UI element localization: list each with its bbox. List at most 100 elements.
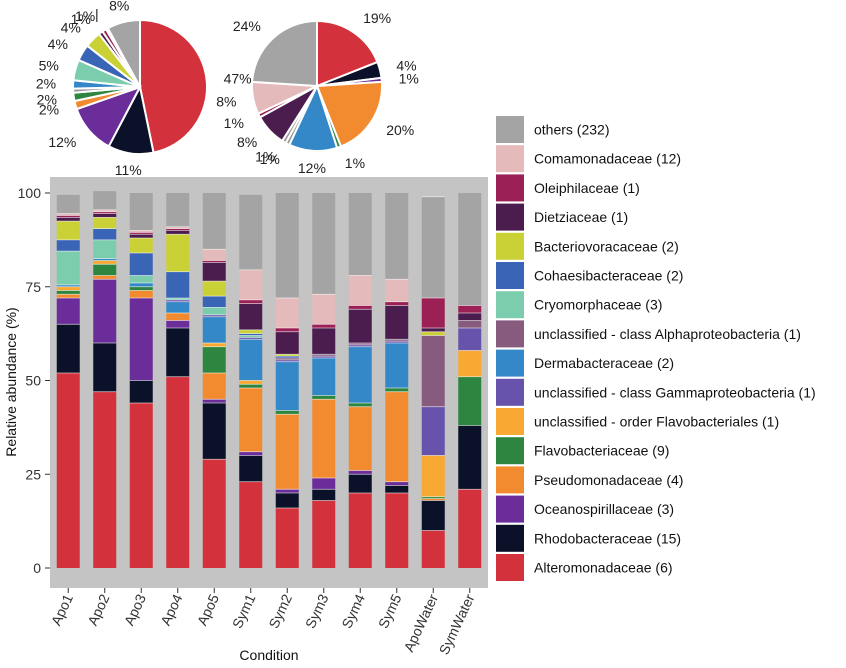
legend-label: Oleiphilaceae (1)	[534, 180, 640, 196]
bar-segment-sym1-gammaproteobacteria	[239, 337, 263, 340]
bar-segment-sym3-gammaproteobacteria	[312, 356, 336, 359]
bar-segment-apowater-oleiphilaceae	[421, 298, 445, 328]
bar-column-sym5	[385, 193, 409, 568]
legend-swatch	[496, 437, 524, 465]
bar-segment-apo2-cohaesibacteraceae	[93, 228, 117, 240]
bar-segment-apo5-dietziaceae	[202, 262, 226, 282]
bar-segment-sym2-comamonadaceae	[275, 298, 299, 328]
pie-label-others: 24%	[233, 18, 261, 34]
bar-segment-sym1-oceanospirillaceae	[239, 451, 263, 456]
legend-swatch	[496, 378, 524, 406]
pie-label-comamonadaceae: 8%	[216, 93, 236, 109]
bar-segment-sym2-dermabacteraceae	[275, 361, 299, 411]
bar-segment-sym1-pseudomonadaceae	[239, 388, 263, 452]
bar-segment-sym5-others	[385, 193, 409, 280]
bar-column-apo2	[93, 191, 117, 568]
bar-segment-sym4-pseudomonadaceae	[348, 406, 372, 471]
bar-segment-symwater-alteromonadaceae	[458, 489, 482, 568]
bar-segment-apowater-flavobacteriales	[421, 455, 445, 497]
bar-segment-sym2-alteromonadaceae	[275, 508, 299, 568]
x-tick-label-sym4: Sym4	[338, 591, 368, 630]
bar-segment-symwater-dietziaceae	[458, 313, 482, 321]
bar-segment-apowater-others	[421, 196, 445, 298]
bar-segment-apo3-others	[129, 193, 153, 231]
bar-column-sym4	[348, 193, 372, 568]
bar-segment-apo2-pseudomonadaceae	[93, 275, 117, 280]
legend-label: Bacteriovoracaceae (2)	[534, 238, 679, 254]
pie-label-unclassified-class-gammaproteobacteria: 1%	[260, 151, 280, 167]
bar-segment-sym3-dietziaceae	[312, 328, 336, 355]
bar-segment-sym3-flavobacteriaceae	[312, 395, 336, 400]
bar-segment-apo2-comamonadaceae	[93, 209, 117, 212]
bar-segment-apo1-bacteriovoracaceae	[56, 221, 80, 240]
legend-swatch	[496, 203, 524, 231]
legend-item-comamonadaceae: Comamonadaceae (12)	[496, 145, 681, 173]
bar-segment-apo4-dermabacteraceae	[166, 301, 190, 313]
y-tick-label-25: 25	[25, 466, 41, 482]
legend-label: Comamonadaceae (12)	[534, 151, 681, 167]
legend-item-rhodobacteraceae: Rhodobacteraceae (15)	[496, 524, 681, 552]
pie-label-rhodobacteraceae: 11%	[115, 162, 142, 178]
bar-segment-sym4-dermabacteraceae	[348, 346, 372, 403]
bar-segment-sym1-oleiphilaceae	[239, 299, 263, 304]
bar-segment-apo1-flavobacteriaceae	[56, 290, 80, 295]
pie-right: 19%4%1%20%1%12%1%1%8%1%8%24%	[216, 10, 419, 176]
bar-segment-sym3-oceanospirillaceae	[312, 478, 336, 490]
legend-item-flavobacteriales: unclassified - order Flavobacteriales (1…	[496, 408, 779, 435]
pie-label-cryomorphaceae: 5%	[39, 58, 59, 74]
legend-item-oleiphilaceae: Oleiphilaceae (1)	[496, 174, 640, 202]
bar-column-symwater	[458, 193, 482, 568]
bar-segment-apo4-comamonadaceae	[166, 226, 190, 229]
y-tick-label-75: 75	[25, 279, 41, 295]
legend-label: Alteromonadaceae (6)	[534, 560, 673, 576]
bar-segment-sym4-oceanospirillaceae	[348, 470, 372, 475]
bar-segment-symwater-alphaproteobacteria	[458, 320, 482, 328]
bar-segment-sym2-bacteriovoracaceae	[275, 354, 299, 357]
bar-segment-sym5-oceanospirillaceae	[385, 481, 409, 486]
bar-segment-apo1-oleiphilaceae	[56, 215, 80, 218]
bar-segment-sym2-oceanospirillaceae	[275, 489, 299, 493]
bar-segment-apo1-alteromonadaceae	[56, 373, 80, 568]
bar-segment-apo5-bacteriovoracaceae	[202, 281, 226, 297]
bar-segment-sym4-alphaproteobacteria	[348, 343, 372, 345]
y-axis-title: Relative abundance (%)	[3, 307, 19, 456]
pie-label-oleiphilaceae: 1%	[75, 8, 95, 24]
bar-segment-sym3-rhodobacteraceae	[312, 489, 336, 501]
bar-segment-apowater-gammaproteobacteria	[421, 406, 445, 456]
legend-swatch	[496, 349, 524, 377]
bar-segment-sym2-pseudomonadaceae	[275, 414, 299, 490]
legend: others (232) Comamonadaceae (12) Oleiphila…	[496, 116, 816, 581]
bar-segment-apowater-rhodobacteraceae	[421, 500, 445, 531]
legend-label: Flavobacteriaceae (9)	[534, 443, 669, 459]
legend-item-dietziaceae: Dietziaceae (1)	[496, 203, 628, 231]
bar-segment-apo3-oleiphilaceae	[129, 232, 153, 235]
x-tick-label-apo5: Apo5	[194, 591, 222, 628]
bar-segment-apo3-alteromonadaceae	[129, 403, 153, 568]
bar-segment-apo5-oceanospirillaceae	[202, 399, 226, 403]
bar-segment-apowater-dietziaceae	[421, 328, 445, 332]
bar-segment-apo4-pseudomonadaceae	[166, 313, 190, 321]
bar-column-apo1	[56, 194, 80, 568]
bar-segment-symwater-oleiphilaceae	[458, 305, 482, 313]
bar-segment-apo2-cryomorphaceae	[93, 239, 117, 259]
legend-item-gammaproteobacteria: unclassified - class Gammaproteobacteria…	[496, 378, 816, 406]
legend-swatch	[496, 408, 524, 435]
legend-item-oceanospirillaceae: Oceanospirillaceae (3)	[496, 495, 674, 523]
x-tick-label-apo1: Apo1	[48, 591, 76, 628]
bar-segment-sym3-alphaproteobacteria	[312, 354, 336, 357]
x-tick-label-apo3: Apo3	[121, 591, 149, 628]
bar-column-sym3	[312, 193, 336, 568]
legend-label: Oceanospirillaceae (3)	[534, 501, 674, 517]
legend-label: Dermabacteraceae (2)	[534, 355, 674, 371]
pie-label-dietziaceae: 8%	[237, 134, 257, 150]
legend-label: Dietziaceae (1)	[534, 209, 628, 225]
bar-segment-sym3-others	[312, 193, 336, 295]
pie-left: 47%11%12%2%2%2%5%4%4%1%1% |8%	[36, 0, 252, 178]
legend-item-bacteriovoracaceae: Bacteriovoracaceae (2)	[496, 232, 679, 260]
bar-segment-apo1-flavobacteriales	[56, 286, 80, 291]
legend-swatch	[496, 466, 524, 494]
bar-segment-apo1-cryomorphaceae	[56, 251, 80, 285]
bar-segment-sym3-dermabacteraceae	[312, 358, 336, 396]
bar-column-apo4	[166, 193, 190, 568]
bar-segment-symwater-rhodobacteraceae	[458, 425, 482, 490]
